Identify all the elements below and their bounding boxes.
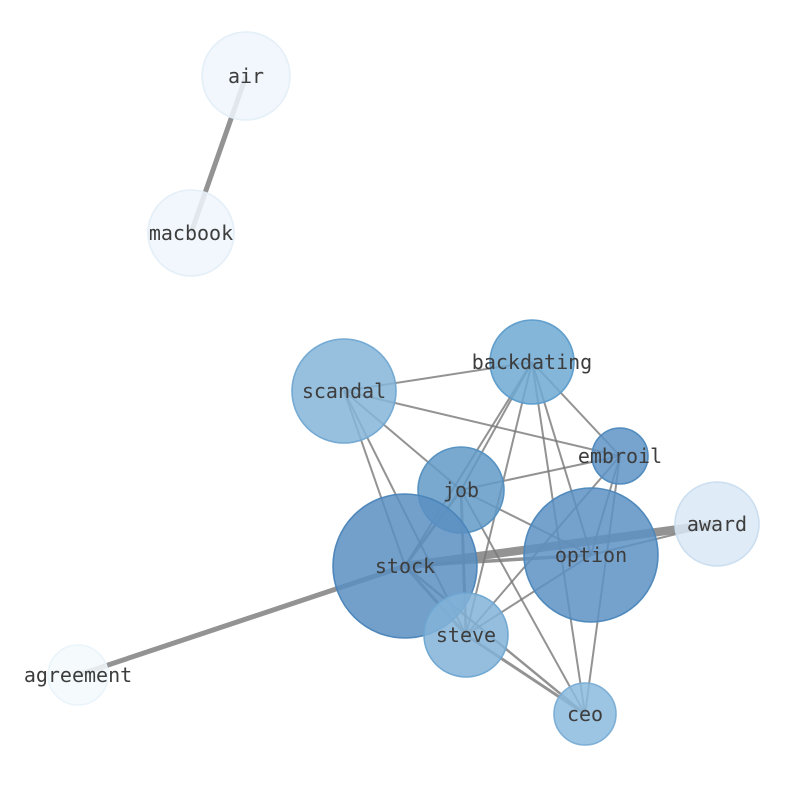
node-macbook [147,189,235,277]
node-scandal [291,338,397,444]
node-award [674,481,760,567]
node-agreement [47,644,109,706]
node-backdating [489,319,575,405]
node-embroil [591,427,649,485]
node-ceo [553,682,617,746]
node-option [523,487,659,623]
node-air [201,31,291,121]
node-steve [423,592,509,678]
nodes-layer [47,31,760,746]
